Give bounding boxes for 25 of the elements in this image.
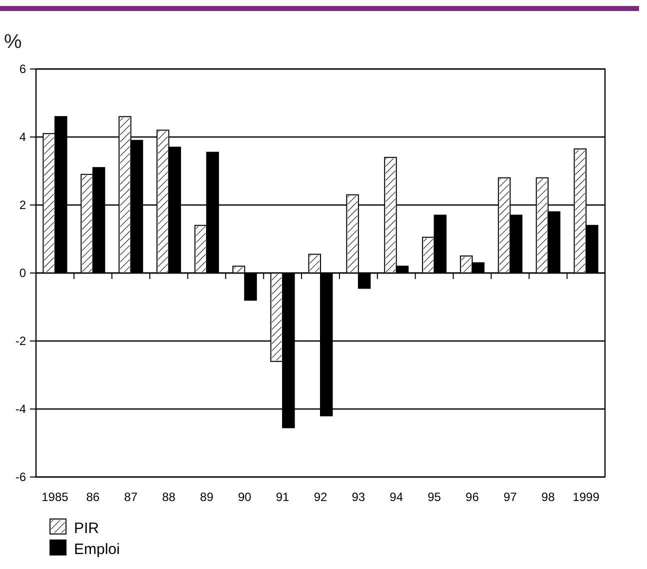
legend-label: Emploi: [74, 541, 120, 558]
x-tick-label: 95: [428, 490, 442, 504]
x-tick-label: 86: [86, 490, 100, 504]
x-tick-label: 90: [238, 490, 252, 504]
y-tick-label: 6: [19, 62, 26, 76]
x-tick-label: 98: [541, 490, 556, 504]
y-tick-label: 0: [19, 266, 26, 280]
x-tick-label: 96: [466, 490, 480, 504]
y-tick-label: -6: [15, 470, 26, 484]
x-tick-label: 89: [200, 490, 214, 504]
y-tick-label: -2: [15, 334, 26, 348]
x-tick-label: 97: [503, 490, 518, 504]
x-tick-label: 87: [124, 490, 138, 504]
x-tick-label: 92: [314, 490, 328, 504]
x-tick-label: 1985: [42, 490, 69, 504]
legend-label: PIR: [74, 520, 100, 537]
x-tick-label: 94: [390, 490, 404, 504]
y-tick-label: 4: [19, 130, 26, 144]
x-tick-label: 88: [162, 490, 176, 504]
x-tick-label: 1999: [572, 490, 600, 504]
x-tick-label: 93: [352, 490, 366, 504]
x-tick-label: 91: [276, 490, 290, 504]
y-tick-label: 2: [19, 198, 26, 212]
y-axis-title: %: [4, 31, 22, 53]
y-tick-label: -4: [15, 402, 26, 416]
